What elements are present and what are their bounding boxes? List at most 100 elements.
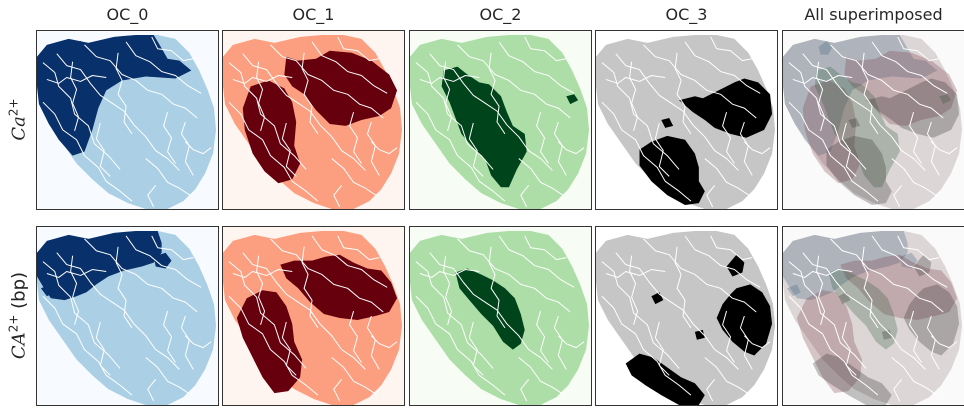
region-boundary bbox=[301, 52, 319, 135]
region-boundary bbox=[151, 36, 194, 62]
region-boundary bbox=[643, 238, 757, 313]
region-boundary bbox=[311, 235, 388, 288]
row-label-1: CA2+ (bp) bbox=[6, 271, 30, 360]
region-boundary bbox=[518, 357, 565, 396]
region-boundary bbox=[125, 41, 202, 94]
superimposed-region bbox=[812, 353, 892, 405]
region-boundary bbox=[601, 295, 692, 396]
region-boundary bbox=[84, 238, 198, 313]
region-boundary bbox=[536, 111, 549, 164]
heatmap-svg bbox=[596, 227, 777, 405]
region-boundary bbox=[615, 53, 739, 171]
region-boundary bbox=[739, 121, 753, 176]
superimposed-region bbox=[802, 80, 861, 184]
region-boundary bbox=[163, 310, 176, 363]
region-boundary bbox=[792, 75, 853, 84]
high-loading-region bbox=[694, 329, 705, 340]
region-boundary bbox=[311, 41, 388, 94]
region-boundary bbox=[115, 246, 133, 329]
region-boundary bbox=[674, 52, 692, 135]
region-boundary bbox=[518, 158, 565, 197]
region-boundary bbox=[488, 52, 506, 135]
region-boundary bbox=[95, 122, 111, 177]
column-title-1: OC_1 bbox=[292, 5, 335, 24]
region-boundary bbox=[909, 111, 922, 164]
region-boundary bbox=[337, 235, 380, 261]
region-boundary bbox=[897, 235, 940, 261]
region-boundary bbox=[281, 321, 297, 376]
high-loading-region bbox=[726, 254, 745, 277]
region-boundary bbox=[147, 184, 157, 208]
region-boundary bbox=[488, 246, 506, 329]
region-boundary bbox=[95, 321, 111, 376]
region-boundary bbox=[871, 41, 948, 94]
column-title-0: OC_0 bbox=[106, 5, 149, 24]
high-loading-region bbox=[679, 78, 773, 138]
heatmap-svg bbox=[37, 31, 218, 209]
region-boundary bbox=[429, 53, 553, 171]
region-boundary bbox=[802, 53, 926, 171]
heatmap-svg bbox=[783, 227, 964, 405]
region-boundary bbox=[704, 158, 751, 197]
region-boundary bbox=[145, 158, 192, 197]
region-boundary bbox=[228, 295, 319, 396]
region-boundary bbox=[615, 252, 739, 370]
superimposed-region bbox=[783, 230, 908, 301]
region-boundary bbox=[909, 310, 922, 363]
region-boundary bbox=[333, 378, 343, 402]
region-boundary bbox=[926, 315, 940, 370]
region-boundary bbox=[331, 357, 378, 396]
superimposed-region bbox=[786, 284, 801, 297]
region-boundary bbox=[366, 121, 380, 176]
region-boundary bbox=[706, 184, 716, 208]
superimposed-region bbox=[899, 252, 918, 269]
region-boundary bbox=[891, 158, 938, 197]
region-boundary bbox=[706, 378, 716, 402]
high-loading-region bbox=[37, 230, 162, 301]
column-title-2: OC_2 bbox=[479, 5, 522, 24]
region-boundary bbox=[520, 378, 530, 402]
region-boundary bbox=[415, 295, 506, 396]
row-label-0: Ca2+ bbox=[6, 98, 30, 141]
region-boundary bbox=[553, 315, 567, 370]
region-boundary bbox=[42, 295, 133, 396]
region-boundary bbox=[861, 246, 879, 329]
superimposed-region bbox=[783, 34, 938, 156]
region-boundary bbox=[419, 269, 480, 278]
superimposed-region bbox=[848, 118, 861, 128]
region-boundary bbox=[629, 61, 639, 132]
region-boundary bbox=[46, 75, 107, 84]
high-loading-region bbox=[40, 284, 55, 297]
heatmap-svg bbox=[596, 31, 777, 209]
region-boundary bbox=[654, 321, 670, 376]
high-loading-region bbox=[639, 135, 705, 206]
heatmap-svg bbox=[223, 31, 404, 209]
region-boundary bbox=[802, 252, 926, 370]
region-boundary bbox=[893, 378, 903, 402]
region-boundary bbox=[722, 111, 735, 164]
region-boundary bbox=[349, 111, 362, 164]
high-loading-region bbox=[455, 268, 525, 350]
high-loading-region bbox=[37, 34, 192, 156]
high-loading-region bbox=[153, 252, 172, 269]
region-boundary bbox=[816, 255, 826, 326]
region-boundary bbox=[468, 321, 484, 376]
column-title-3: OC_3 bbox=[665, 5, 708, 24]
region-boundary bbox=[419, 75, 480, 84]
region-boundary bbox=[524, 36, 567, 62]
region-boundary bbox=[601, 101, 692, 202]
heatmap-panel-r0-c1 bbox=[222, 30, 405, 210]
region-boundary bbox=[56, 53, 180, 171]
high-loading-region bbox=[242, 80, 301, 184]
region-boundary bbox=[498, 41, 575, 94]
superimposed-region bbox=[840, 254, 958, 320]
region-boundary bbox=[643, 44, 757, 119]
region-boundary bbox=[684, 41, 761, 94]
region-boundary bbox=[145, 357, 192, 396]
region-boundary bbox=[333, 184, 343, 208]
region-boundary bbox=[861, 52, 879, 135]
column-title-4: All superimposed bbox=[804, 5, 943, 24]
region-boundary bbox=[816, 61, 826, 132]
superimposed-region bbox=[828, 268, 898, 350]
region-boundary bbox=[926, 121, 940, 176]
